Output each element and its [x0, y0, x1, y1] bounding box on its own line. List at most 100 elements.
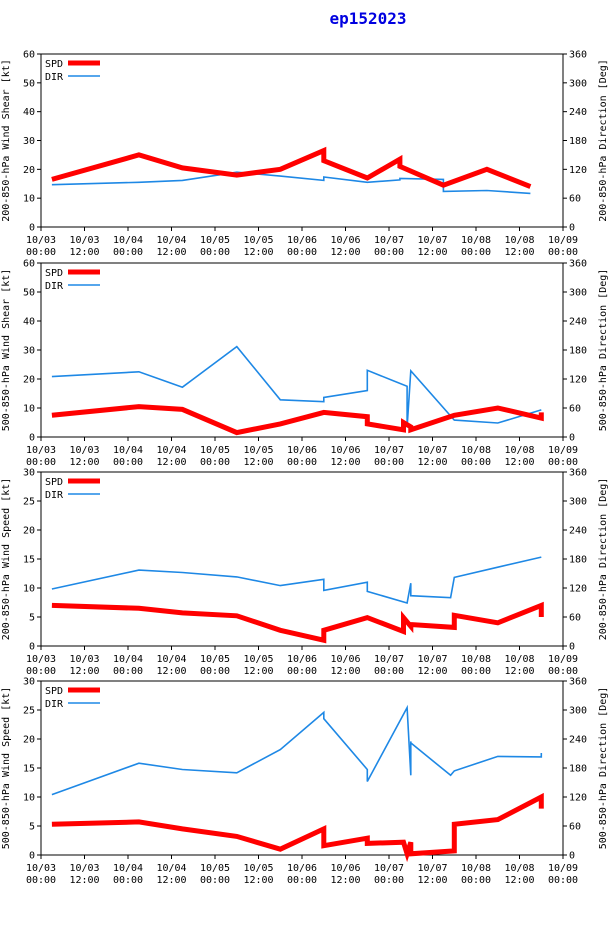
y-right-tick-label: 180 — [569, 346, 587, 357]
x-tick-time-label: 00:00 — [200, 875, 230, 886]
x-tick-time-label: 00:00 — [26, 247, 56, 258]
y-right-tick-label: 360 — [569, 677, 587, 688]
y-left-tick-label: 0 — [29, 433, 35, 444]
legend-dir-label: DIR — [45, 72, 64, 83]
x-tick-time-label: 12:00 — [69, 247, 99, 258]
x-tick-date-label: 10/05 — [200, 235, 230, 246]
x-tick-time-label: 00:00 — [374, 666, 404, 677]
x-tick-date-label: 10/07 — [417, 863, 447, 874]
x-tick-time-label: 00:00 — [26, 875, 56, 886]
x-tick-time-label: 12:00 — [417, 457, 447, 468]
y-right-tick-label: 0 — [569, 642, 575, 653]
y-left-tick-label: 20 — [23, 375, 35, 386]
x-tick-date-label: 10/08 — [504, 863, 534, 874]
x-tick-time-label: 00:00 — [374, 247, 404, 258]
legend-spd-label: SPD — [45, 686, 63, 697]
x-tick-date-label: 10/07 — [417, 235, 447, 246]
x-tick-date-label: 10/07 — [417, 445, 447, 456]
x-tick-date-label: 10/03 — [69, 445, 99, 456]
x-tick-time-label: 12:00 — [330, 875, 360, 886]
x-tick-time-label: 00:00 — [461, 666, 491, 677]
x-tick-time-label: 00:00 — [548, 457, 578, 468]
dir-series-line — [51, 704, 543, 796]
x-tick-time-label: 12:00 — [330, 666, 360, 677]
y-right-tick-label: 300 — [569, 78, 587, 89]
x-tick-time-label: 00:00 — [26, 457, 56, 468]
spd-series-line — [51, 146, 532, 189]
spd-series-line — [51, 601, 544, 644]
x-tick-date-label: 10/05 — [200, 863, 230, 874]
y-left-tick-label: 30 — [23, 136, 35, 147]
y-right-tick-label: 0 — [569, 223, 575, 234]
y-right-axis-label: 500-850-hPa Direction [Deg] — [598, 687, 609, 850]
y-left-tick-label: 10 — [23, 793, 35, 804]
x-tick-date-label: 10/03 — [26, 445, 56, 456]
x-tick-time-label: 00:00 — [113, 457, 143, 468]
y-right-tick-label: 60 — [569, 194, 581, 205]
x-tick-date-label: 10/05 — [243, 863, 273, 874]
legend-spd-label: SPD — [45, 268, 63, 279]
y-left-axis-label: 500-850-hPa Wind Speed [kt] — [1, 687, 12, 850]
x-tick-time-label: 12:00 — [156, 457, 186, 468]
y-right-tick-label: 120 — [569, 793, 587, 804]
x-tick-date-label: 10/03 — [26, 863, 56, 874]
x-tick-date-label: 10/05 — [243, 235, 273, 246]
x-tick-time-label: 12:00 — [330, 457, 360, 468]
y-right-tick-label: 60 — [569, 404, 581, 415]
x-tick-date-label: 10/06 — [330, 863, 360, 874]
x-tick-date-label: 10/08 — [504, 235, 534, 246]
y-left-tick-label: 10 — [23, 404, 35, 415]
y-left-tick-label: 20 — [23, 526, 35, 537]
y-right-tick-label: 0 — [569, 851, 575, 862]
x-tick-date-label: 10/08 — [461, 863, 491, 874]
y-left-tick-label: 0 — [29, 223, 35, 234]
x-tick-date-label: 10/06 — [287, 654, 317, 665]
y-right-tick-label: 60 — [569, 822, 581, 833]
x-tick-date-label: 10/04 — [113, 235, 143, 246]
y-right-tick-label: 240 — [569, 526, 587, 537]
y-right-tick-label: 240 — [569, 317, 587, 328]
x-tick-date-label: 10/03 — [26, 235, 56, 246]
x-tick-time-label: 12:00 — [156, 247, 186, 258]
x-tick-time-label: 12:00 — [156, 666, 186, 677]
y-right-axis-label: 200-850-hPa Direction [Deg] — [598, 478, 609, 641]
y-left-tick-label: 40 — [23, 107, 35, 118]
x-tick-date-label: 10/08 — [461, 235, 491, 246]
y-right-tick-label: 240 — [569, 735, 587, 746]
y-left-axis-label: 500-850-hPa Wind Shear [kt] — [1, 269, 12, 432]
x-tick-time-label: 12:00 — [417, 875, 447, 886]
y-right-tick-label: 300 — [569, 706, 587, 717]
y-left-tick-label: 50 — [23, 288, 35, 299]
y-left-tick-label: 10 — [23, 194, 35, 205]
x-tick-date-label: 10/04 — [156, 235, 186, 246]
y-right-axis-label: 500-850-hPa Direction [Deg] — [598, 269, 609, 432]
y-right-tick-label: 300 — [569, 497, 587, 508]
y-left-tick-label: 30 — [23, 677, 35, 688]
y-left-tick-label: 30 — [23, 346, 35, 357]
x-tick-date-label: 10/09 — [548, 235, 578, 246]
chart-panel-2: 010203040506006012018024030036010/0300:0… — [1, 259, 609, 469]
y-right-tick-label: 0 — [569, 433, 575, 444]
x-tick-time-label: 12:00 — [504, 666, 534, 677]
y-left-tick-label: 20 — [23, 735, 35, 746]
x-tick-date-label: 10/04 — [156, 863, 186, 874]
y-left-tick-label: 5 — [29, 613, 35, 624]
plot-frame — [40, 680, 564, 856]
x-tick-date-label: 10/03 — [26, 654, 56, 665]
x-tick-date-label: 10/04 — [156, 445, 186, 456]
x-tick-time-label: 00:00 — [200, 247, 230, 258]
y-right-tick-label: 60 — [569, 613, 581, 624]
x-tick-time-label: 12:00 — [417, 666, 447, 677]
x-tick-time-label: 12:00 — [243, 875, 273, 886]
x-tick-time-label: 12:00 — [69, 875, 99, 886]
x-tick-time-label: 00:00 — [461, 457, 491, 468]
x-tick-time-label: 12:00 — [504, 247, 534, 258]
y-right-tick-label: 360 — [569, 259, 587, 270]
x-tick-date-label: 10/05 — [243, 654, 273, 665]
x-tick-date-label: 10/09 — [548, 863, 578, 874]
y-left-tick-label: 10 — [23, 584, 35, 595]
y-right-tick-label: 180 — [569, 764, 587, 775]
plot-frame — [40, 53, 564, 228]
x-tick-date-label: 10/04 — [113, 445, 143, 456]
x-tick-time-label: 00:00 — [461, 875, 491, 886]
